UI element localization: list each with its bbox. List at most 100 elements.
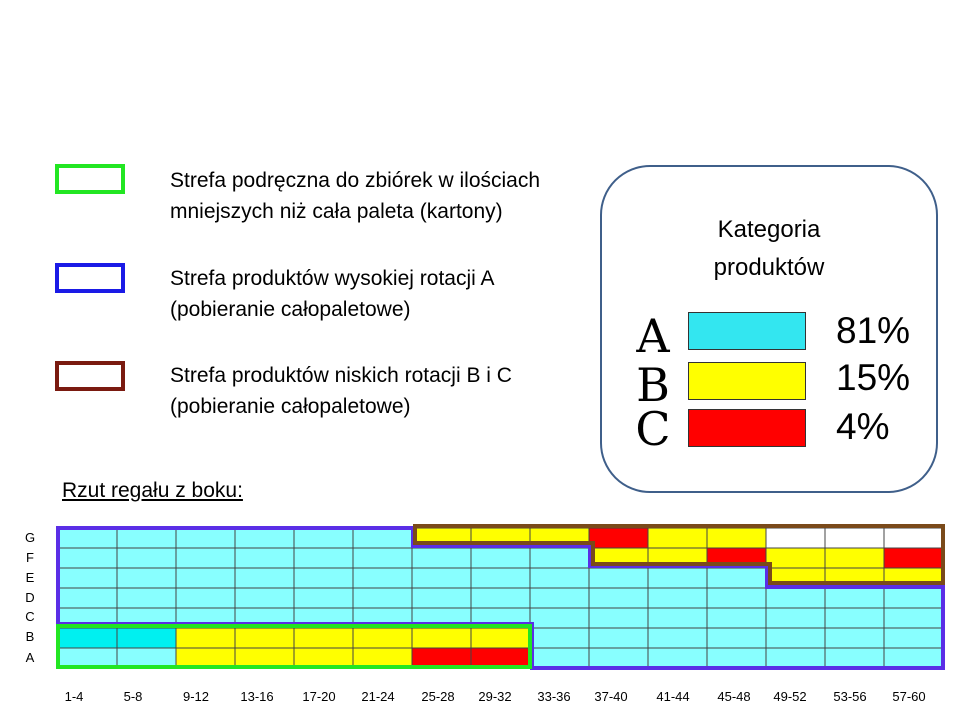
rack-cell	[293, 627, 354, 649]
row-label-e: E	[25, 570, 35, 585]
rack-cell	[529, 587, 590, 609]
rack-cell	[824, 607, 885, 629]
row-label-c: C	[25, 609, 35, 624]
rack-cell	[57, 587, 118, 609]
category-bar-b	[688, 362, 806, 400]
rack-cell	[824, 627, 885, 649]
rack-cell	[706, 627, 767, 649]
rack-cell	[529, 567, 590, 589]
rack-cell	[352, 627, 413, 649]
rack-cell	[411, 587, 472, 609]
rack-cell	[765, 527, 826, 549]
legend-line-1: Strefa podręczna do zbiórek w ilościach	[170, 169, 541, 192]
rack-cell	[175, 627, 236, 649]
rack-cell	[234, 527, 295, 549]
legend-swatch-low-rotation	[55, 361, 125, 391]
rack-cell	[647, 647, 708, 669]
category-title-line-2: produktów	[713, 254, 825, 281]
rack-cell	[883, 627, 944, 649]
column-label: 57-60	[892, 689, 926, 704]
rack-cell	[470, 587, 531, 609]
rack-cell	[706, 607, 767, 629]
column-label: 13-16	[240, 689, 274, 704]
rack-cell	[293, 567, 354, 589]
rack-cell	[234, 567, 295, 589]
legend-line-2: (pobieranie całopaletowe)	[170, 395, 411, 418]
rack-cell	[470, 567, 531, 589]
rack-cell	[706, 587, 767, 609]
legend-line-1: Strefa produktów wysokiej rotacji A	[170, 267, 495, 290]
rack-cell	[470, 547, 531, 569]
rack-cell	[588, 627, 649, 649]
rack-cell	[824, 547, 885, 569]
legend-text-high-rotation: Strefa produktów wysokiej rotacji A (pob…	[170, 263, 600, 325]
rack-cell	[706, 647, 767, 669]
category-percent-c: 4%	[836, 406, 890, 447]
rack-cell	[883, 647, 944, 669]
rack-cell	[588, 647, 649, 669]
rack-cell	[765, 627, 826, 649]
rack-cell	[470, 627, 531, 649]
rack-cell	[883, 587, 944, 609]
rack-cell	[234, 627, 295, 649]
category-title-line-1: Kategoria	[717, 216, 821, 243]
column-label: 45-48	[717, 689, 751, 704]
column-label: 25-28	[421, 689, 455, 704]
rack-cell	[411, 567, 472, 589]
column-label: 21-24	[361, 689, 395, 704]
row-label-b: B	[25, 629, 35, 644]
category-percent-b: 15%	[836, 357, 911, 398]
rack-cell	[706, 567, 767, 589]
legend-text-low-rotation: Strefa produktów niskich rotacji B i C (…	[170, 360, 600, 422]
rack-cell	[352, 547, 413, 569]
column-label: 1-4	[64, 689, 84, 704]
rack-cell	[57, 567, 118, 589]
rack-cell	[529, 627, 590, 649]
legend-line-2: mniejszych niż cała paleta (kartony)	[170, 200, 503, 223]
column-label: 17-20	[302, 689, 336, 704]
rack-cell	[588, 567, 649, 589]
rack-cell	[293, 547, 354, 569]
product-category-box: Kategoria produktów A 81% B 15% C 4%	[600, 165, 938, 493]
rack-cell	[411, 627, 472, 649]
row-label-d: D	[25, 590, 35, 605]
rack-cell	[765, 547, 826, 569]
rack-cell	[352, 567, 413, 589]
rack-cell	[175, 547, 236, 569]
rack-cell	[57, 627, 118, 649]
rack-cell	[116, 527, 177, 549]
rack-cell	[234, 587, 295, 609]
rack-cell	[824, 647, 885, 669]
category-letter-c: C	[635, 402, 671, 456]
rack-cell	[116, 587, 177, 609]
rack-cell	[116, 627, 177, 649]
legend-swatch-picking-zone	[55, 164, 125, 194]
legend-swatch-high-rotation	[55, 263, 125, 293]
rack-cell	[234, 547, 295, 569]
rack-cell	[824, 527, 885, 549]
rack-cell	[57, 527, 118, 549]
rack-cell	[647, 527, 708, 549]
row-label-f: F	[26, 550, 34, 565]
column-label: 53-56	[833, 689, 867, 704]
column-label: 33-36	[537, 689, 571, 704]
column-label: 9-12	[182, 689, 210, 704]
rack-cell	[588, 527, 649, 549]
row-label-a: A	[25, 650, 35, 665]
legend-line-2: (pobieranie całopaletowe)	[170, 298, 411, 321]
rack-cell	[57, 547, 118, 569]
category-bar-c	[688, 409, 806, 447]
rack-cell	[647, 587, 708, 609]
rack-cell	[529, 547, 590, 569]
category-bar-a	[688, 312, 806, 350]
column-label: 41-44	[656, 689, 690, 704]
rack-cell	[293, 587, 354, 609]
column-label: 37-40	[594, 689, 628, 704]
rack-cell	[706, 527, 767, 549]
rack-side-view-title: Rzut regału z boku:	[62, 479, 243, 502]
legend-line-1: Strefa produktów niskich rotacji B i C	[170, 364, 512, 387]
rack-cell	[116, 567, 177, 589]
rack-cell	[175, 527, 236, 549]
rack-cell	[824, 587, 885, 609]
